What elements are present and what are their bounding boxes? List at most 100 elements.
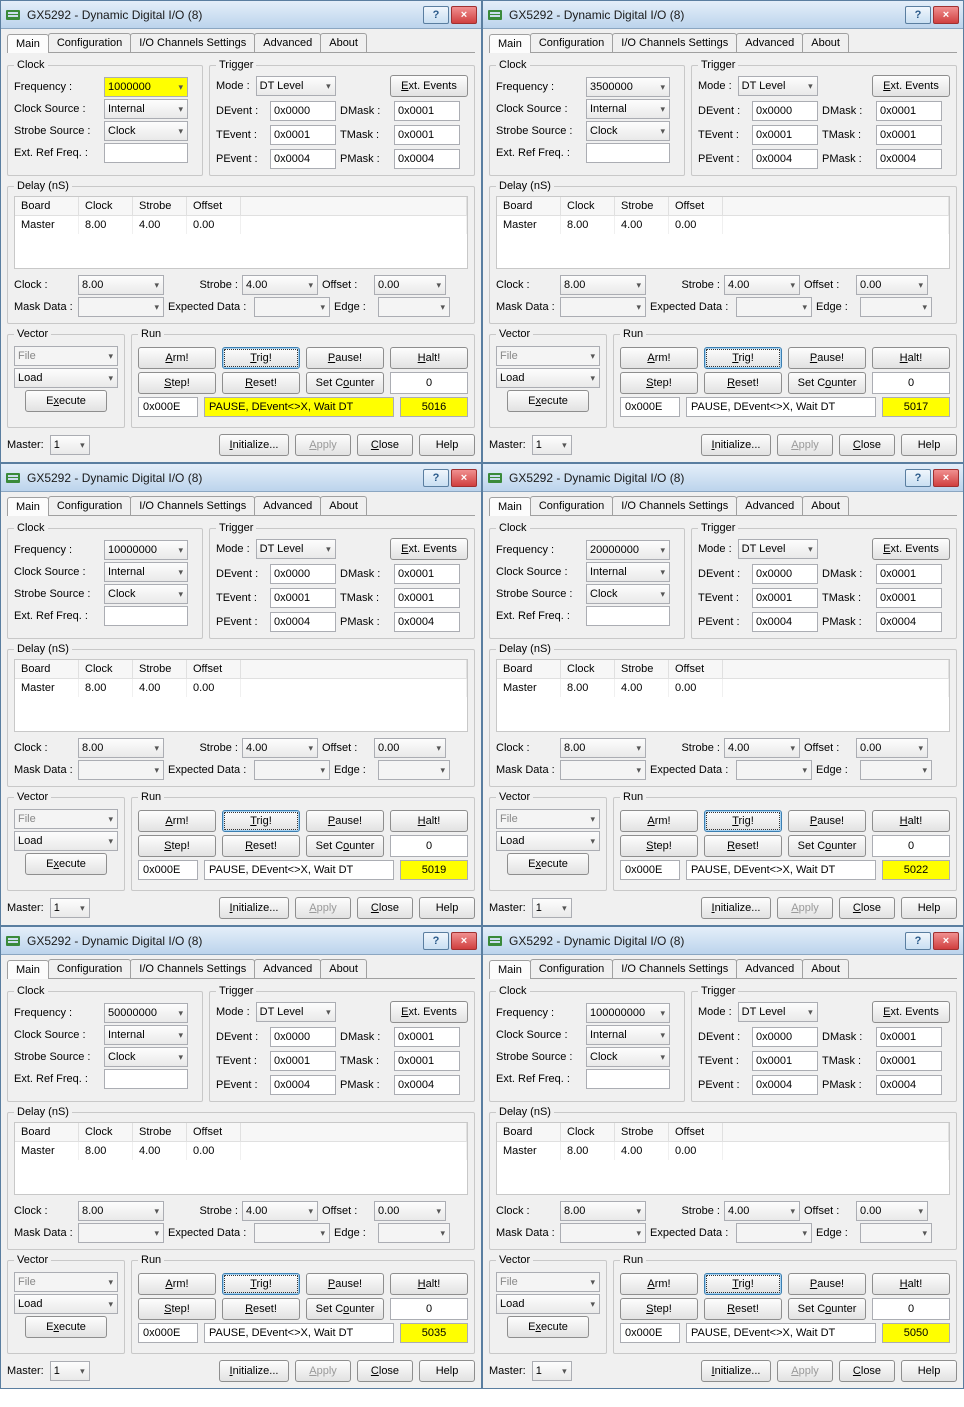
reset-button[interactable]: Reset! xyxy=(222,835,300,857)
dmask-input[interactable] xyxy=(876,1027,942,1047)
tab-i-o-channels-settings[interactable]: I/O Channels Settings xyxy=(130,959,255,978)
help-button-titlebar[interactable]: ? xyxy=(905,932,931,950)
devent-input[interactable] xyxy=(270,101,336,121)
apply-button[interactable]: Apply xyxy=(295,434,351,456)
mask-data-select[interactable] xyxy=(560,760,646,780)
tab-advanced[interactable]: Advanced xyxy=(254,496,321,515)
pause-button[interactable]: Pause! xyxy=(788,810,866,832)
frequency-select[interactable]: 50000000 xyxy=(104,1003,188,1023)
strobe-source-select[interactable]: Clock xyxy=(104,121,188,141)
edge-select[interactable] xyxy=(378,1223,450,1243)
master-select[interactable]: 1 xyxy=(50,898,90,918)
apply-button[interactable]: Apply xyxy=(295,1360,351,1382)
ext-events-button[interactable]: Ext. Events xyxy=(872,75,950,97)
trig-button[interactable]: Trig! xyxy=(222,810,300,832)
execute-button[interactable]: Execute xyxy=(507,1316,589,1338)
frequency-select[interactable]: 1000000 xyxy=(104,77,188,97)
pmask-input[interactable] xyxy=(394,1075,460,1095)
file-select[interactable]: File xyxy=(496,809,600,829)
edge-select[interactable] xyxy=(378,760,450,780)
set-counter-button[interactable]: Set Counter xyxy=(306,372,384,394)
dmask-input[interactable] xyxy=(876,101,942,121)
help-button[interactable]: Help xyxy=(419,1360,475,1382)
file-select[interactable]: File xyxy=(14,1272,118,1292)
execute-button[interactable]: Execute xyxy=(507,390,589,412)
clock-select[interactable]: 8.00 xyxy=(560,738,646,758)
reset-button[interactable]: Reset! xyxy=(704,835,782,857)
master-select[interactable]: 1 xyxy=(532,1361,572,1381)
pause-button[interactable]: Pause! xyxy=(306,1273,384,1295)
mode-select[interactable]: DT Level xyxy=(256,539,336,559)
strobe-select[interactable]: 4.00 xyxy=(242,738,318,758)
help-button[interactable]: Help xyxy=(901,434,957,456)
trig-button[interactable]: Trig! xyxy=(704,347,782,369)
ext-events-button[interactable]: Ext. Events xyxy=(390,1001,468,1023)
load-select[interactable]: Load xyxy=(496,368,600,388)
tmask-input[interactable] xyxy=(876,125,942,145)
initialize-button[interactable]: Initialize... xyxy=(219,897,289,919)
master-select[interactable]: 1 xyxy=(532,435,572,455)
arm-button[interactable]: Arm! xyxy=(620,810,698,832)
initialize-button[interactable]: Initialize... xyxy=(701,434,771,456)
devent-input[interactable] xyxy=(752,101,818,121)
ext-ref-freq-input[interactable] xyxy=(104,1069,188,1089)
tab-main[interactable]: Main xyxy=(489,34,531,53)
help-button-titlebar[interactable]: ? xyxy=(423,932,449,950)
devent-input[interactable] xyxy=(270,1027,336,1047)
pmask-input[interactable] xyxy=(876,149,942,169)
clock-source-select[interactable]: Internal xyxy=(586,1025,670,1045)
ext-ref-freq-input[interactable] xyxy=(586,1069,670,1089)
trig-button[interactable]: Trig! xyxy=(222,1273,300,1295)
arm-button[interactable]: Arm! xyxy=(138,1273,216,1295)
mode-select[interactable]: DT Level xyxy=(738,539,818,559)
initialize-button[interactable]: Initialize... xyxy=(701,897,771,919)
pause-button[interactable]: Pause! xyxy=(306,810,384,832)
edge-select[interactable] xyxy=(378,297,450,317)
step-button[interactable]: Step! xyxy=(138,372,216,394)
strobe-select[interactable]: 4.00 xyxy=(724,275,800,295)
edge-select[interactable] xyxy=(860,760,932,780)
tevent-input[interactable] xyxy=(270,125,336,145)
ext-events-button[interactable]: Ext. Events xyxy=(872,1001,950,1023)
tevent-input[interactable] xyxy=(270,1051,336,1071)
tab-main[interactable]: Main xyxy=(489,497,531,516)
master-select[interactable]: 1 xyxy=(50,435,90,455)
initialize-button[interactable]: Initialize... xyxy=(219,1360,289,1382)
tab-about[interactable]: About xyxy=(320,33,367,52)
tmask-input[interactable] xyxy=(394,1051,460,1071)
apply-button[interactable]: Apply xyxy=(777,1360,833,1382)
tab-about[interactable]: About xyxy=(802,33,849,52)
pause-button[interactable]: Pause! xyxy=(788,347,866,369)
arm-button[interactable]: Arm! xyxy=(620,347,698,369)
tmask-input[interactable] xyxy=(876,588,942,608)
pevent-input[interactable] xyxy=(752,149,818,169)
tevent-input[interactable] xyxy=(752,125,818,145)
tab-configuration[interactable]: Configuration xyxy=(48,496,131,515)
tevent-input[interactable] xyxy=(752,588,818,608)
mask-data-select[interactable] xyxy=(78,760,164,780)
load-select[interactable]: Load xyxy=(14,831,118,851)
tab-main[interactable]: Main xyxy=(7,34,49,53)
tevent-input[interactable] xyxy=(752,1051,818,1071)
trig-button[interactable]: Trig! xyxy=(222,347,300,369)
tab-about[interactable]: About xyxy=(320,959,367,978)
expected-data-select[interactable] xyxy=(736,760,812,780)
tmask-input[interactable] xyxy=(394,125,460,145)
strobe-select[interactable]: 4.00 xyxy=(242,1201,318,1221)
pause-button[interactable]: Pause! xyxy=(306,347,384,369)
tab-configuration[interactable]: Configuration xyxy=(530,33,613,52)
reset-button[interactable]: Reset! xyxy=(704,372,782,394)
offset-select[interactable]: 0.00 xyxy=(374,275,446,295)
close-button-titlebar[interactable]: × xyxy=(933,469,959,487)
set-counter-button[interactable]: Set Counter xyxy=(788,1298,866,1320)
ext-ref-freq-input[interactable] xyxy=(586,606,670,626)
pmask-input[interactable] xyxy=(394,612,460,632)
help-button-titlebar[interactable]: ? xyxy=(905,6,931,24)
trig-button[interactable]: Trig! xyxy=(704,810,782,832)
pevent-input[interactable] xyxy=(270,612,336,632)
tab-i-o-channels-settings[interactable]: I/O Channels Settings xyxy=(612,33,737,52)
load-select[interactable]: Load xyxy=(496,1294,600,1314)
strobe-select[interactable]: 4.00 xyxy=(242,275,318,295)
arm-button[interactable]: Arm! xyxy=(138,347,216,369)
pmask-input[interactable] xyxy=(876,612,942,632)
